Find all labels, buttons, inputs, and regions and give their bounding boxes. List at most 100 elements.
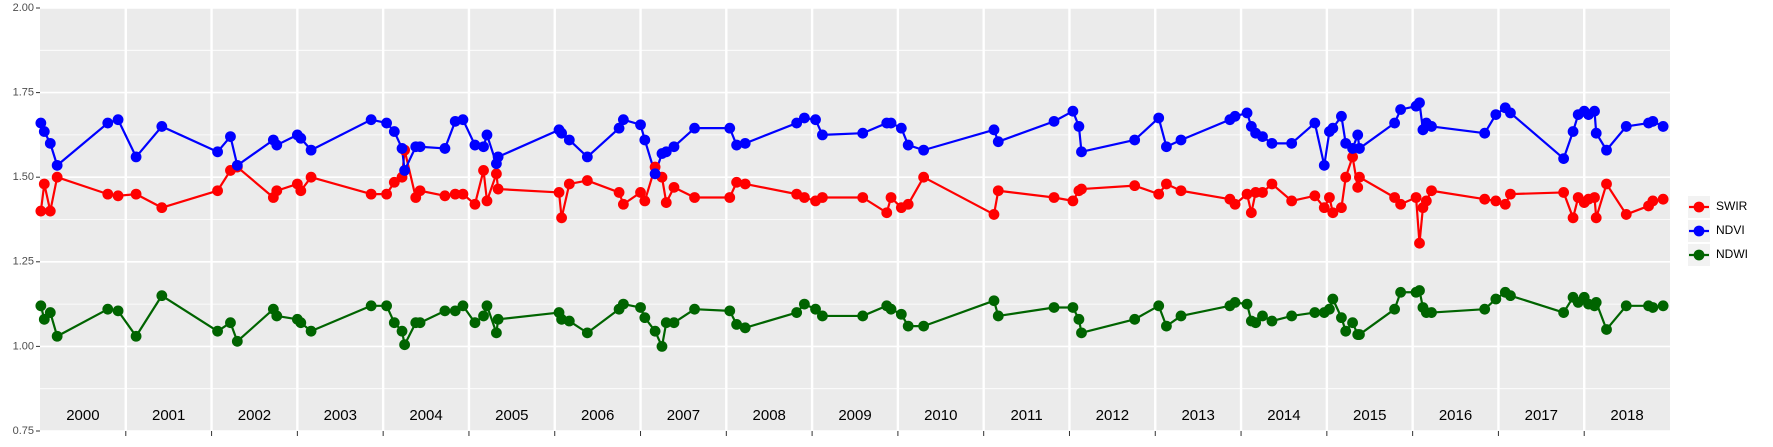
data-point	[1410, 192, 1422, 203]
data-point	[1336, 202, 1347, 214]
data-point	[295, 132, 307, 144]
data-point	[1352, 129, 1364, 141]
year-label: 2016	[1439, 407, 1472, 424]
data-point	[1354, 143, 1365, 154]
data-point	[1420, 195, 1432, 207]
data-point	[271, 310, 283, 322]
data-point	[992, 310, 1004, 322]
data-point	[365, 114, 377, 126]
data-point	[988, 209, 1000, 220]
data-point	[35, 117, 47, 129]
data-point	[305, 325, 317, 337]
data-point	[885, 303, 897, 315]
data-point	[491, 168, 502, 180]
data-point	[1589, 192, 1600, 203]
data-point	[1309, 307, 1321, 318]
data-point	[649, 325, 661, 337]
data-point	[449, 188, 461, 200]
data-point	[51, 171, 63, 183]
data-point	[739, 137, 751, 149]
data-point	[1161, 141, 1172, 153]
data-point	[1647, 115, 1659, 127]
data-point	[1175, 134, 1187, 146]
year-label: 2015	[1353, 407, 1386, 424]
data-point	[739, 178, 751, 190]
data-point	[660, 317, 672, 329]
data-point	[469, 198, 481, 210]
data-point	[1048, 115, 1060, 127]
data-point	[810, 114, 821, 126]
y-tick-label: 1.25	[13, 256, 34, 268]
data-point	[1414, 97, 1425, 109]
data-point	[478, 165, 489, 176]
year-label: 2002	[238, 407, 271, 424]
data-point	[51, 330, 63, 342]
data-point	[481, 129, 493, 141]
data-point	[44, 307, 56, 318]
data-point	[1490, 293, 1502, 305]
data-point	[1347, 317, 1358, 329]
data-point	[1620, 209, 1632, 220]
year-label: 2001	[152, 407, 185, 424]
data-point	[381, 188, 392, 200]
data-point	[1479, 303, 1491, 315]
data-point	[1048, 302, 1060, 313]
data-point	[881, 207, 893, 219]
data-point	[1340, 171, 1352, 183]
data-point	[1589, 105, 1600, 117]
data-point	[1324, 192, 1335, 203]
data-point	[156, 202, 168, 214]
data-point	[817, 129, 828, 141]
data-point	[295, 185, 307, 197]
data-point	[492, 313, 504, 325]
data-point	[556, 212, 567, 224]
data-point	[613, 122, 625, 134]
data-point	[478, 141, 489, 153]
y-tick-label: 0.75	[13, 425, 34, 437]
data-point	[1558, 153, 1570, 164]
data-point	[1327, 122, 1339, 134]
year-label: 2006	[581, 407, 614, 424]
data-point	[365, 300, 377, 312]
data-point	[885, 192, 897, 203]
data-point	[1340, 325, 1352, 337]
year-label: 2008	[753, 407, 786, 424]
data-point	[798, 298, 810, 310]
data-point	[617, 298, 629, 310]
data-point	[902, 320, 914, 332]
data-point	[212, 146, 223, 158]
data-point	[457, 188, 469, 200]
data-point	[1657, 300, 1669, 312]
year-label: 2003	[324, 407, 357, 424]
data-point	[1590, 127, 1602, 139]
data-point	[1601, 144, 1612, 156]
data-point	[1499, 198, 1511, 210]
data-point	[668, 317, 680, 329]
data-point	[212, 185, 223, 197]
data-point	[1266, 178, 1278, 190]
data-point	[1414, 285, 1425, 296]
data-point	[414, 141, 426, 153]
data-point	[895, 122, 907, 134]
data-point	[1229, 297, 1241, 308]
data-point	[231, 159, 243, 171]
data-point	[1327, 293, 1339, 305]
data-point	[639, 195, 651, 207]
data-point	[810, 303, 821, 315]
data-point	[399, 339, 411, 351]
data-point	[1175, 310, 1187, 322]
data-point	[635, 302, 646, 313]
year-label: 2013	[1181, 407, 1214, 424]
data-point	[1266, 315, 1278, 327]
data-point	[491, 327, 502, 339]
legend-key-point	[1693, 201, 1705, 213]
data-point	[295, 317, 307, 329]
data-point	[1567, 212, 1579, 224]
data-point	[918, 171, 930, 183]
data-point	[481, 195, 493, 207]
data-point	[581, 175, 593, 186]
data-point	[1490, 195, 1502, 207]
data-point	[731, 139, 743, 151]
data-point	[857, 310, 869, 322]
